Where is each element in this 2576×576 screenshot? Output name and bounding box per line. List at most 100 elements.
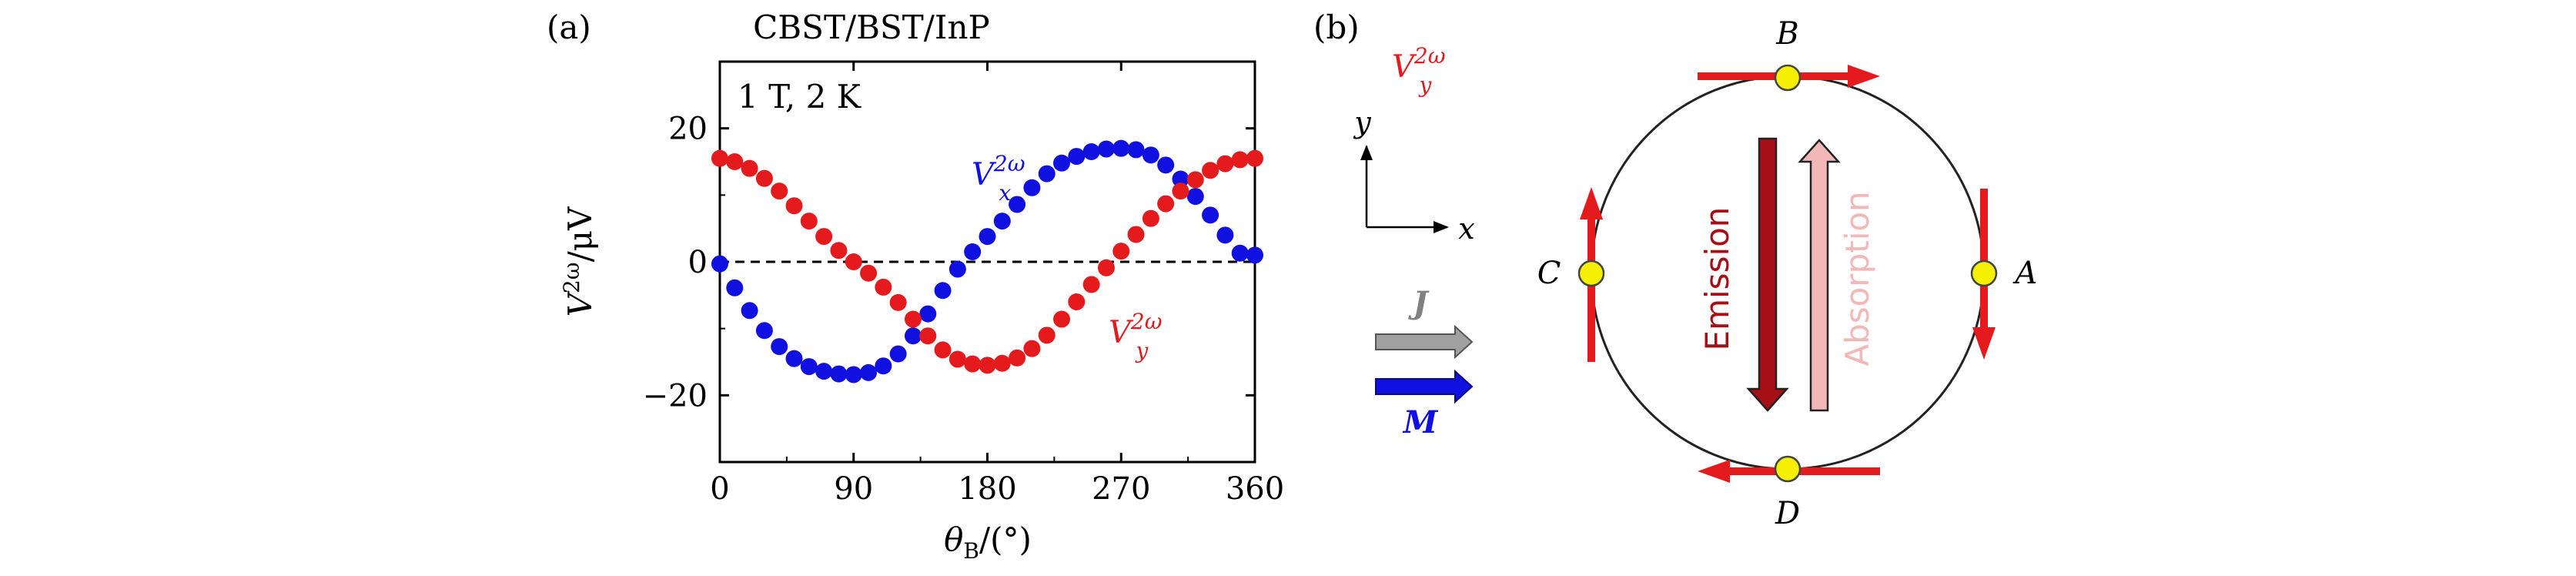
- vy-data-point: [1246, 149, 1263, 167]
- vy-data-point: [1023, 340, 1041, 357]
- point-a-marker: [1970, 260, 1998, 287]
- condition-annotation: 1 T, 2 K: [738, 78, 862, 116]
- vy-data-point: [993, 354, 1011, 372]
- panel-b: (b) V2ω y y x J M B: [1313, 8, 2037, 531]
- vx-data-point: [1157, 156, 1175, 174]
- vx-data-point: [1053, 154, 1071, 172]
- vy-data-point: [1038, 327, 1055, 344]
- vy-data-point: [785, 197, 803, 215]
- vy-data-point: [711, 149, 728, 167]
- j-arrow: [1375, 324, 1474, 360]
- series-vy-label: V2ω y: [1109, 309, 1163, 363]
- arrowhead-right: [1972, 327, 1996, 360]
- vx-data-point: [875, 357, 892, 375]
- vy-data-point: [771, 183, 788, 200]
- vx-data-point: [1246, 246, 1263, 264]
- vx-data-point: [1231, 244, 1249, 262]
- vy-data-point: [860, 264, 878, 282]
- x-tick-label: 90: [834, 471, 873, 507]
- vy-data-point: [889, 293, 907, 311]
- vy-data-point: [1142, 209, 1159, 227]
- vx-data-point: [904, 327, 922, 345]
- vy-data-point: [1112, 243, 1130, 260]
- arrowhead-left: [1580, 187, 1603, 219]
- vy-data-point: [904, 310, 922, 328]
- y-ticks: −20 0 20: [643, 112, 1255, 414]
- vy-data-point: [1053, 310, 1071, 328]
- arrowhead-bottom: [1698, 460, 1730, 483]
- point-c-label: C: [1537, 256, 1561, 291]
- x-tick-label: 0: [710, 471, 729, 507]
- vy-data-point: [726, 153, 744, 170]
- vx-data-point: [830, 365, 848, 383]
- vx-data-point: [1186, 188, 1204, 206]
- vy-data-point: [979, 357, 996, 374]
- vy-data-point: [1172, 183, 1189, 200]
- arrowhead-top: [1848, 65, 1880, 88]
- vy-data-point: [1157, 195, 1175, 213]
- vx-data-point: [845, 366, 862, 383]
- x-tick-label: 360: [1226, 471, 1284, 507]
- vy-data-point: [1202, 162, 1219, 179]
- vx-data-point: [948, 260, 966, 278]
- panel-a: (a) CBST/BST/InP 1 T, 2 K 0 90 180 270 360 −…: [547, 8, 1284, 564]
- vx-data-point: [726, 279, 744, 296]
- vx-data-point: [860, 363, 878, 381]
- panel-a-label: (a): [547, 8, 591, 46]
- vx-data-point: [755, 322, 773, 340]
- panel-b-label: (b): [1313, 8, 1360, 46]
- vy-data-point: [800, 213, 818, 230]
- x-tick-label: 180: [958, 471, 1016, 507]
- vx-data-point: [993, 213, 1011, 230]
- point-d-marker: [1774, 455, 1802, 483]
- vy-data-point: [1097, 259, 1115, 276]
- vx-data-point: [979, 228, 996, 246]
- vy-data-point: [741, 159, 758, 177]
- vy-data-point: [830, 242, 848, 260]
- y-axis-label: V2ω/μV: [559, 206, 599, 316]
- series-vx-label: V2ω x: [972, 151, 1025, 206]
- axis-x-label: x: [1458, 212, 1474, 246]
- vx-data-point: [964, 243, 982, 260]
- vx-data-point: [934, 282, 952, 300]
- vx-data-point: [1068, 148, 1086, 166]
- chart-title: CBST/BST/InP: [753, 8, 990, 46]
- vy-data-point: [1216, 155, 1234, 172]
- m-label: M: [1402, 404, 1439, 440]
- absorption-arrow: [1798, 139, 1841, 412]
- orbit-circle: [1590, 75, 1986, 471]
- y-tick-label: 0: [688, 245, 708, 280]
- vx-data-point: [1038, 165, 1055, 183]
- vy-data-point: [845, 253, 862, 270]
- series-vx-points: [711, 139, 1263, 383]
- vy-data-point: [1186, 171, 1204, 189]
- vx-data-point: [741, 302, 758, 320]
- emission-label: Emission: [1698, 207, 1736, 351]
- series-vy-points: [711, 149, 1263, 374]
- vx-data-point: [815, 363, 833, 380]
- vy-legend-label: V2ω y: [1392, 43, 1446, 98]
- point-b-label: B: [1775, 16, 1798, 52]
- vy-data-point: [948, 350, 966, 368]
- j-label: J: [1408, 285, 1430, 321]
- vx-data-point: [1142, 146, 1159, 164]
- vx-data-point: [785, 350, 803, 367]
- coordinate-axes: y x: [1353, 105, 1474, 246]
- vy-data-point: [875, 278, 892, 296]
- vy-data-point: [755, 169, 773, 187]
- point-c-marker: [1577, 260, 1605, 287]
- vx-data-point: [889, 345, 907, 363]
- x-axis-label: θB/(°): [944, 521, 1032, 564]
- y-tick-label: −20: [643, 378, 708, 414]
- vy-data-point: [1082, 276, 1100, 293]
- vx-data-point: [1127, 141, 1145, 159]
- vx-data-point: [919, 305, 937, 323]
- vy-data-point: [919, 327, 937, 345]
- point-b-marker: [1774, 64, 1802, 92]
- vy-data-point: [1009, 349, 1026, 367]
- vy-data-point: [964, 355, 982, 373]
- vx-data-point: [1216, 226, 1234, 244]
- point-a-label: A: [2012, 256, 2038, 291]
- vx-data-point: [1202, 206, 1219, 224]
